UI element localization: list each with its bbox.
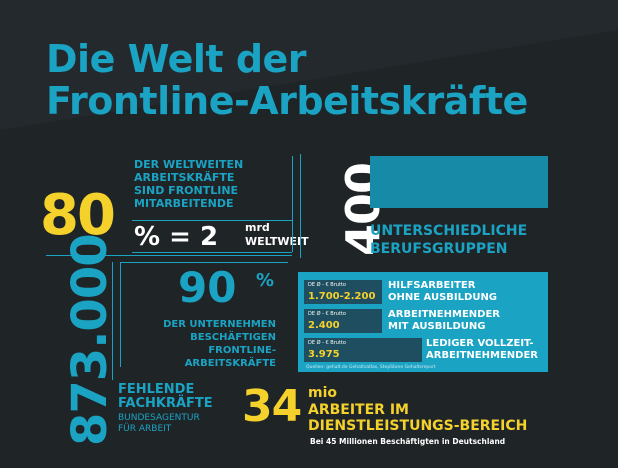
stat873-source-line: BUNDESAGENTUR <box>118 413 200 423</box>
stat400-text: UNTERSCHIEDLICHE BERUFSGRUPPEN <box>370 222 527 258</box>
stat34-text: ARBEITER IM DIENSTLEISTUNGS-BEREICH <box>308 402 527 434</box>
divider-line <box>300 154 301 258</box>
stat90-box <box>120 262 288 367</box>
salary-desc-line: ARBEITNEHMENDER <box>426 350 538 361</box>
stat34-sub: Bei 45 Millionen Beschäftigten in Deutsc… <box>310 437 506 446</box>
salary-value: 2.400 <box>308 320 340 331</box>
stat80-text-line: SIND FRONTLINE <box>134 184 239 197</box>
salary-value: 3.975 <box>308 349 340 360</box>
divider-line <box>112 262 113 380</box>
salary-source: Quellen: gehalt.de Gehaltsatlas, StepSto… <box>306 365 436 370</box>
stat400-number-wrap: 400 <box>300 156 390 256</box>
page-title: Die Welt der Frontline-Arbeitskräfte <box>46 38 566 122</box>
stat400-box <box>370 156 548 208</box>
title-line-2: Frontline-Arbeitskräfte <box>46 79 528 123</box>
stat34-unit: mio <box>308 385 338 401</box>
stat80-number: 80 <box>40 183 116 248</box>
divider-line <box>132 220 292 221</box>
salary-desc-line: HILFSARBEITER <box>388 280 476 291</box>
stat34-text-line: DIENSTLEISTUNGS-BEREICH <box>308 418 528 434</box>
stat80-text-line: ARBEITSKRÄFTE <box>134 171 235 184</box>
stat34-text-line: ARBEITER IM <box>308 402 409 418</box>
stat90-text-line: DER UNTERNEHMEN <box>163 319 276 330</box>
stat873-text-line: FEHLENDE <box>118 382 195 397</box>
salary-desc: ARBEITNEHMENDER MIT AUSBILDUNG <box>388 309 500 333</box>
salary-box <box>304 280 382 304</box>
stat873-number: 873.000 <box>62 234 118 446</box>
salary-label: DE Ø - € Brutto <box>308 282 346 288</box>
salary-value: 1.700-2.200 <box>308 291 376 302</box>
stat873-source: BUNDESAGENTUR FÜR ARBEIT <box>118 413 200 435</box>
stat873-text: FEHLENDE FACHKRÄFTE <box>118 383 213 411</box>
stat90-percent: % <box>256 270 275 291</box>
salary-label: DE Ø - € Brutto <box>308 311 346 317</box>
stat80-unit: mrd <box>245 221 270 234</box>
stat873-text-line: FACHKRÄFTE <box>118 396 213 411</box>
stat90-text-line: BESCHÄFTIGEN <box>190 332 276 343</box>
stat873-source-line: FÜR ARBEIT <box>118 424 172 434</box>
salary-desc-line: MIT AUSBILDUNG <box>388 321 486 332</box>
divider-line <box>46 255 292 256</box>
stat80-text-line: DER WELTWEITEN <box>134 158 244 171</box>
salary-desc: HILFSARBEITER OHNE AUSBILDUNG <box>388 280 497 304</box>
salary-desc-line: ARBEITNEHMENDER <box>388 309 500 320</box>
stat90-text-line: ARBEITSKRÄFTE <box>184 358 276 369</box>
stat90-text: DER UNTERNEHMEN BESCHÄFTIGEN FRONTLINE- … <box>150 318 276 370</box>
salary-label: DE Ø - € Brutto <box>308 340 346 346</box>
divider-line <box>132 252 292 253</box>
salary-panel: DE Ø - € Brutto 1.700-2.200 HILFSARBEITE… <box>298 272 548 372</box>
stat400-text-line: UNTERSCHIEDLICHE <box>370 223 528 239</box>
title-line-1: Die Welt der <box>46 37 307 81</box>
stat80-text: DER WELTWEITEN ARBEITSKRÄFTE SIND FRONTL… <box>134 158 294 210</box>
stat400-text-line: BERUFSGRUPPEN <box>370 241 508 257</box>
divider-line <box>292 156 293 252</box>
salary-desc-line: OHNE AUSBILDUNG <box>388 292 498 303</box>
stat90-number: 90 <box>178 263 237 312</box>
stat90-text-line: FRONTLINE- <box>208 345 276 356</box>
stat34-number: 34 <box>242 381 302 432</box>
salary-desc-line: LEDIGER VOLLZEIT- <box>426 338 534 349</box>
salary-box <box>304 338 422 362</box>
salary-desc: LEDIGER VOLLZEIT- ARBEITNEHMENDER <box>426 338 538 362</box>
stat80-equation: % = 2 <box>134 222 219 252</box>
stat80-text-line: MITARBEITENDE <box>134 197 234 210</box>
salary-box <box>304 309 382 333</box>
